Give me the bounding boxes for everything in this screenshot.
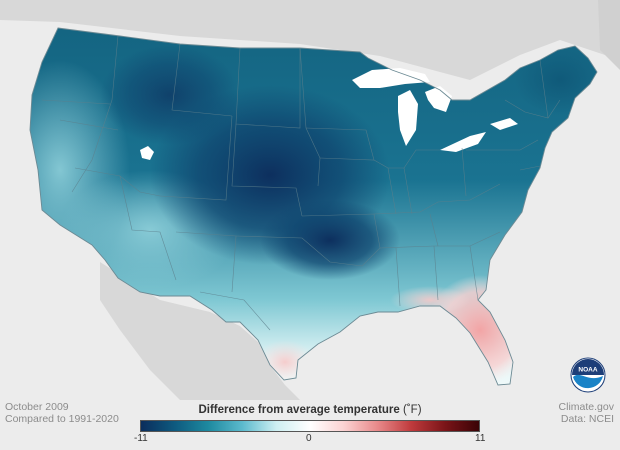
legend-min-label: -11 [134,433,148,444]
legend-max-label: 11 [475,433,486,444]
state-borders [41,35,561,331]
legend-mid-label: 0 [306,433,312,444]
temperature-anomaly-map [0,0,620,400]
noaa-logo-icon: NOAA [570,357,606,393]
great-lakes [352,68,518,152]
map-footer-right: Climate.gov Data: NCEI [559,401,614,425]
legend-unit: (˚F) [403,404,422,416]
mexico-land [100,262,300,400]
credit-label: Climate.gov [558,401,614,413]
canada-land [0,0,620,80]
legend-title-text: Difference from average temperature [198,404,400,416]
map-footer-left: October 2009 Compared to 1991-2020 [5,401,119,425]
legend-color-bar [140,420,480,432]
legend-title: Difference from average temperature (˚F) [140,404,480,416]
source-label: Data: NCEI [560,413,614,425]
atlantic-land [598,0,620,70]
date-label: October 2009 [5,401,69,413]
noaa-logo-text: NOAA [578,367,597,374]
great-salt-lake [140,146,154,160]
baseline-label: Compared to 1991-2020 [5,413,119,425]
